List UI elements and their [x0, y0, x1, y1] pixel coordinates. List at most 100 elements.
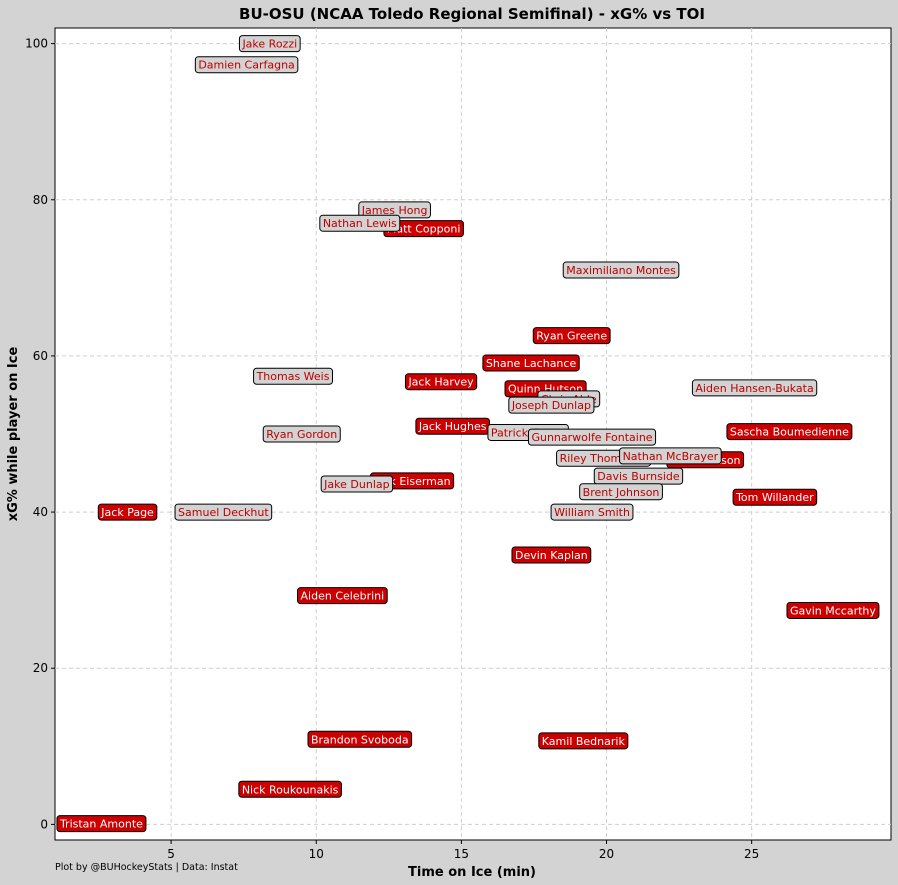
y-tick-label: 60 — [33, 349, 48, 363]
player-label-box — [56, 815, 147, 833]
player-label: Brent Johnson — [583, 486, 660, 499]
player-point: Jack Harvey — [404, 373, 478, 391]
y-tick-label: 0 — [40, 817, 48, 831]
y-axis-label: xG% while player on Ice — [6, 347, 21, 522]
player-point: James Hong — [358, 201, 431, 219]
player-label: Gavin Mccarthy — [790, 604, 876, 617]
player-point: Kamil Bednarik — [538, 732, 629, 750]
player-label: Joseph Dunlap — [511, 399, 591, 412]
player-label: Jack Page — [100, 506, 154, 519]
player-label-box — [238, 780, 342, 798]
player-label: Nick Roukounakis — [242, 783, 339, 796]
axis-ticks: 5 10 15 20 25 0 20 40 60 80 100 — [25, 37, 759, 861]
player-label-box — [511, 546, 592, 564]
y-tick-label: 40 — [33, 505, 48, 519]
player-label: Jack Harvey — [407, 376, 474, 389]
player-label-box — [786, 601, 880, 619]
player-point: Tom Willander — [732, 488, 818, 506]
y-tick-label: 80 — [33, 193, 48, 207]
player-label: Samuel Deckhut — [178, 506, 269, 519]
data-points: Jake Rozzi Damien Carfagna James Hong Matt … — [56, 35, 880, 833]
player-point: Nathan Lewis — [319, 214, 401, 232]
player-label: Jack Hughes — [418, 420, 487, 433]
player-label-box — [691, 379, 818, 397]
player-label: Kamil Bednarik — [542, 735, 626, 748]
player-label: William Smith — [554, 506, 630, 519]
player-point: Aiden Hansen-Bukata — [691, 379, 818, 397]
x-tick-label: 5 — [167, 847, 175, 861]
player-label: Davis Burnside — [597, 470, 680, 483]
player-point: William Smith — [550, 503, 634, 521]
player-label: Sascha Boumedienne — [730, 426, 849, 439]
player-label-box — [482, 354, 580, 372]
x-tick-label: 15 — [454, 847, 469, 861]
player-point: Damien Carfagna — [194, 56, 299, 74]
player-label-box — [527, 428, 657, 446]
player-label: Brandon Svoboda — [311, 733, 409, 746]
player-point: Maximiliano Montes — [562, 261, 680, 279]
player-label-box — [508, 396, 595, 414]
player-point: Devin Kaplan — [511, 546, 592, 564]
player-label: Jake Rozzi — [241, 38, 297, 51]
player-label-box — [297, 587, 388, 605]
player-label: Shane Lachance — [486, 357, 577, 370]
player-point: Davis Burnside — [593, 467, 684, 485]
player-point: Ryan Greene — [532, 327, 611, 345]
player-point: Tristan Amonte — [56, 815, 147, 833]
player-point: Brandon Svoboda — [307, 730, 413, 748]
player-point: Gavin Mccarthy — [786, 601, 880, 619]
player-label-box — [319, 214, 401, 232]
player-label-box — [174, 503, 273, 521]
player-point: Matt Copponi — [383, 220, 464, 238]
player-point: Nick Roukounakis — [238, 780, 342, 798]
player-point: Jake Dunlap — [320, 475, 394, 493]
player-label-box — [238, 35, 301, 53]
player-label-box — [194, 56, 299, 74]
player-label-box — [262, 425, 341, 443]
player-label: Devin Kaplan — [515, 549, 588, 562]
y-tick-label: 100 — [25, 37, 48, 51]
player-label: Aiden Celebrini — [301, 590, 385, 603]
player-label: James Hong — [361, 204, 428, 217]
player-label-box — [579, 483, 663, 501]
player-label-box — [97, 503, 158, 521]
x-tick-label: 10 — [309, 847, 324, 861]
player-label: Gunnarwolfe Fontaine — [531, 431, 652, 444]
player-point: Jack Hughes — [415, 417, 490, 435]
player-point: Aiden Celebrini — [297, 587, 388, 605]
player-label-box — [726, 423, 853, 441]
player-label: Nathan McBrayer — [623, 450, 719, 463]
player-label-box — [550, 503, 634, 521]
credit-text: Plot by @BUHockeyStats | Data: Instat — [55, 862, 238, 873]
player-point: Gunnarwolfe Fontaine — [527, 428, 657, 446]
player-label: Thomas Weis — [256, 370, 330, 383]
chart-title: BU-OSU (NCAA Toledo Regional Semifinal) … — [239, 5, 705, 23]
player-label: Aiden Hansen-Bukata — [695, 382, 813, 395]
player-label-box — [253, 367, 333, 385]
player-label: Ryan Gordon — [266, 428, 337, 441]
player-label-box — [404, 373, 478, 391]
player-point: Samuel Deckhut — [174, 503, 273, 521]
player-label: Tom Willander — [735, 491, 814, 504]
player-label: Ryan Greene — [536, 330, 607, 343]
player-label-box — [562, 261, 680, 279]
player-point: Joseph Dunlap — [508, 396, 595, 414]
player-label-box — [320, 475, 394, 493]
player-point: Ryan Gordon — [262, 425, 341, 443]
player-label: Damien Carfagna — [198, 59, 294, 72]
player-label: Matt Copponi — [387, 223, 461, 236]
player-label: Tristan Amonte — [59, 818, 143, 831]
player-label: Maximiliano Montes — [566, 264, 676, 277]
x-tick-label: 20 — [599, 847, 614, 861]
player-point: Sascha Boumedienne — [726, 423, 853, 441]
player-label-box — [732, 488, 818, 506]
player-point: Shane Lachance — [482, 354, 580, 372]
x-axis-label: Time on Ice (min) — [408, 865, 536, 880]
player-label: Jake Dunlap — [323, 478, 389, 491]
player-point: Thomas Weis — [253, 367, 333, 385]
player-label-box — [538, 732, 629, 750]
x-tick-label: 25 — [744, 847, 759, 861]
player-label-box — [619, 447, 722, 465]
player-point: Nathan McBrayer — [619, 447, 722, 465]
